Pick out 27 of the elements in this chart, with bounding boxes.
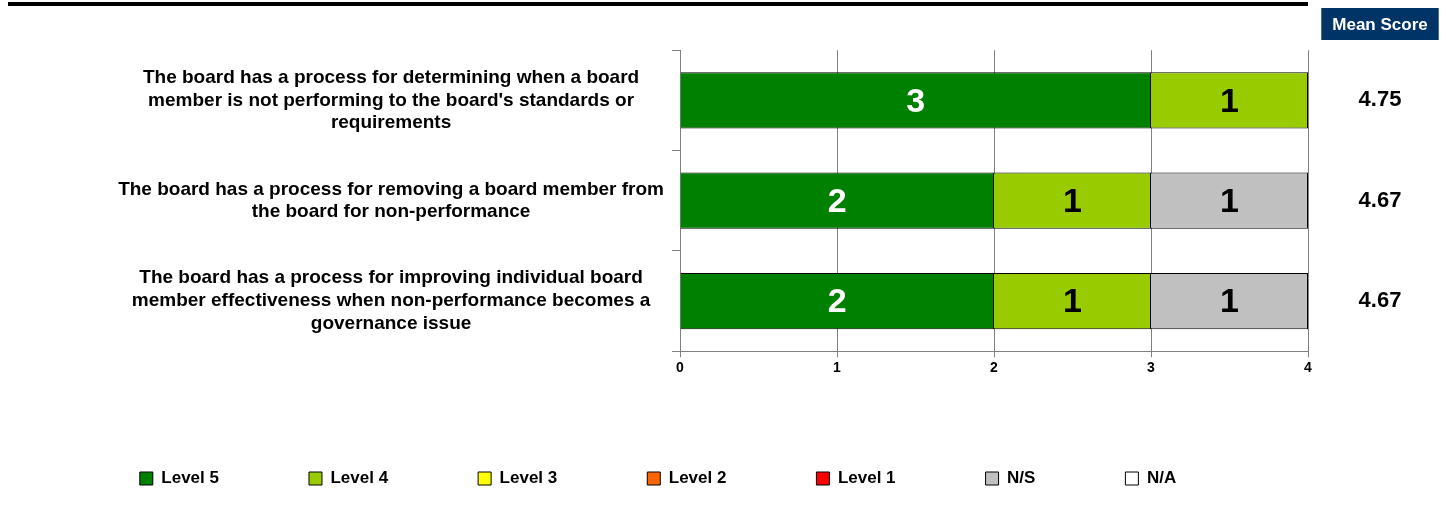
legend-label: Level 5 (161, 468, 219, 488)
legend-label: N/S (1007, 468, 1036, 488)
data-label: 1 (1220, 80, 1239, 119)
legend-label: Level 4 (330, 468, 389, 488)
legend-label: Level 1 (837, 468, 896, 488)
data-label: 3 (906, 80, 926, 119)
x-tick-label: 2 (990, 359, 999, 376)
y-tick-label: The board has a process for improving individual board member effectiveness when non-performance becomes a governance issue (131, 266, 651, 334)
data-label: 1 (1220, 181, 1239, 220)
x-tick-label: 3 (1147, 359, 1156, 376)
data-label: 1 (1220, 281, 1239, 320)
legend-label: N/A (1146, 468, 1177, 488)
data-label: 1 (1063, 181, 1082, 220)
text: Mean Score (1332, 14, 1428, 34)
x-tick-label: 1 (833, 359, 842, 376)
data-label: 2 (827, 181, 847, 220)
y-tick-label: The board has a process for determining when a board member is not performing to the board's standards or requirements (142, 65, 640, 133)
text: 4.67 (1358, 287, 1402, 313)
y-tick-label: The board has a process for removing a board member from the board for non-performance (118, 177, 665, 222)
legend-label: Level 3 (499, 468, 558, 488)
x-tick-label: 4 (1304, 359, 1313, 376)
legend-label: Level 2 (668, 468, 727, 488)
x-tick-label: 0 (676, 359, 685, 376)
text: 4.67 (1358, 186, 1402, 212)
data-label: 1 (1063, 281, 1082, 320)
text: 4.75 (1358, 86, 1402, 112)
data-label: 2 (827, 281, 847, 320)
